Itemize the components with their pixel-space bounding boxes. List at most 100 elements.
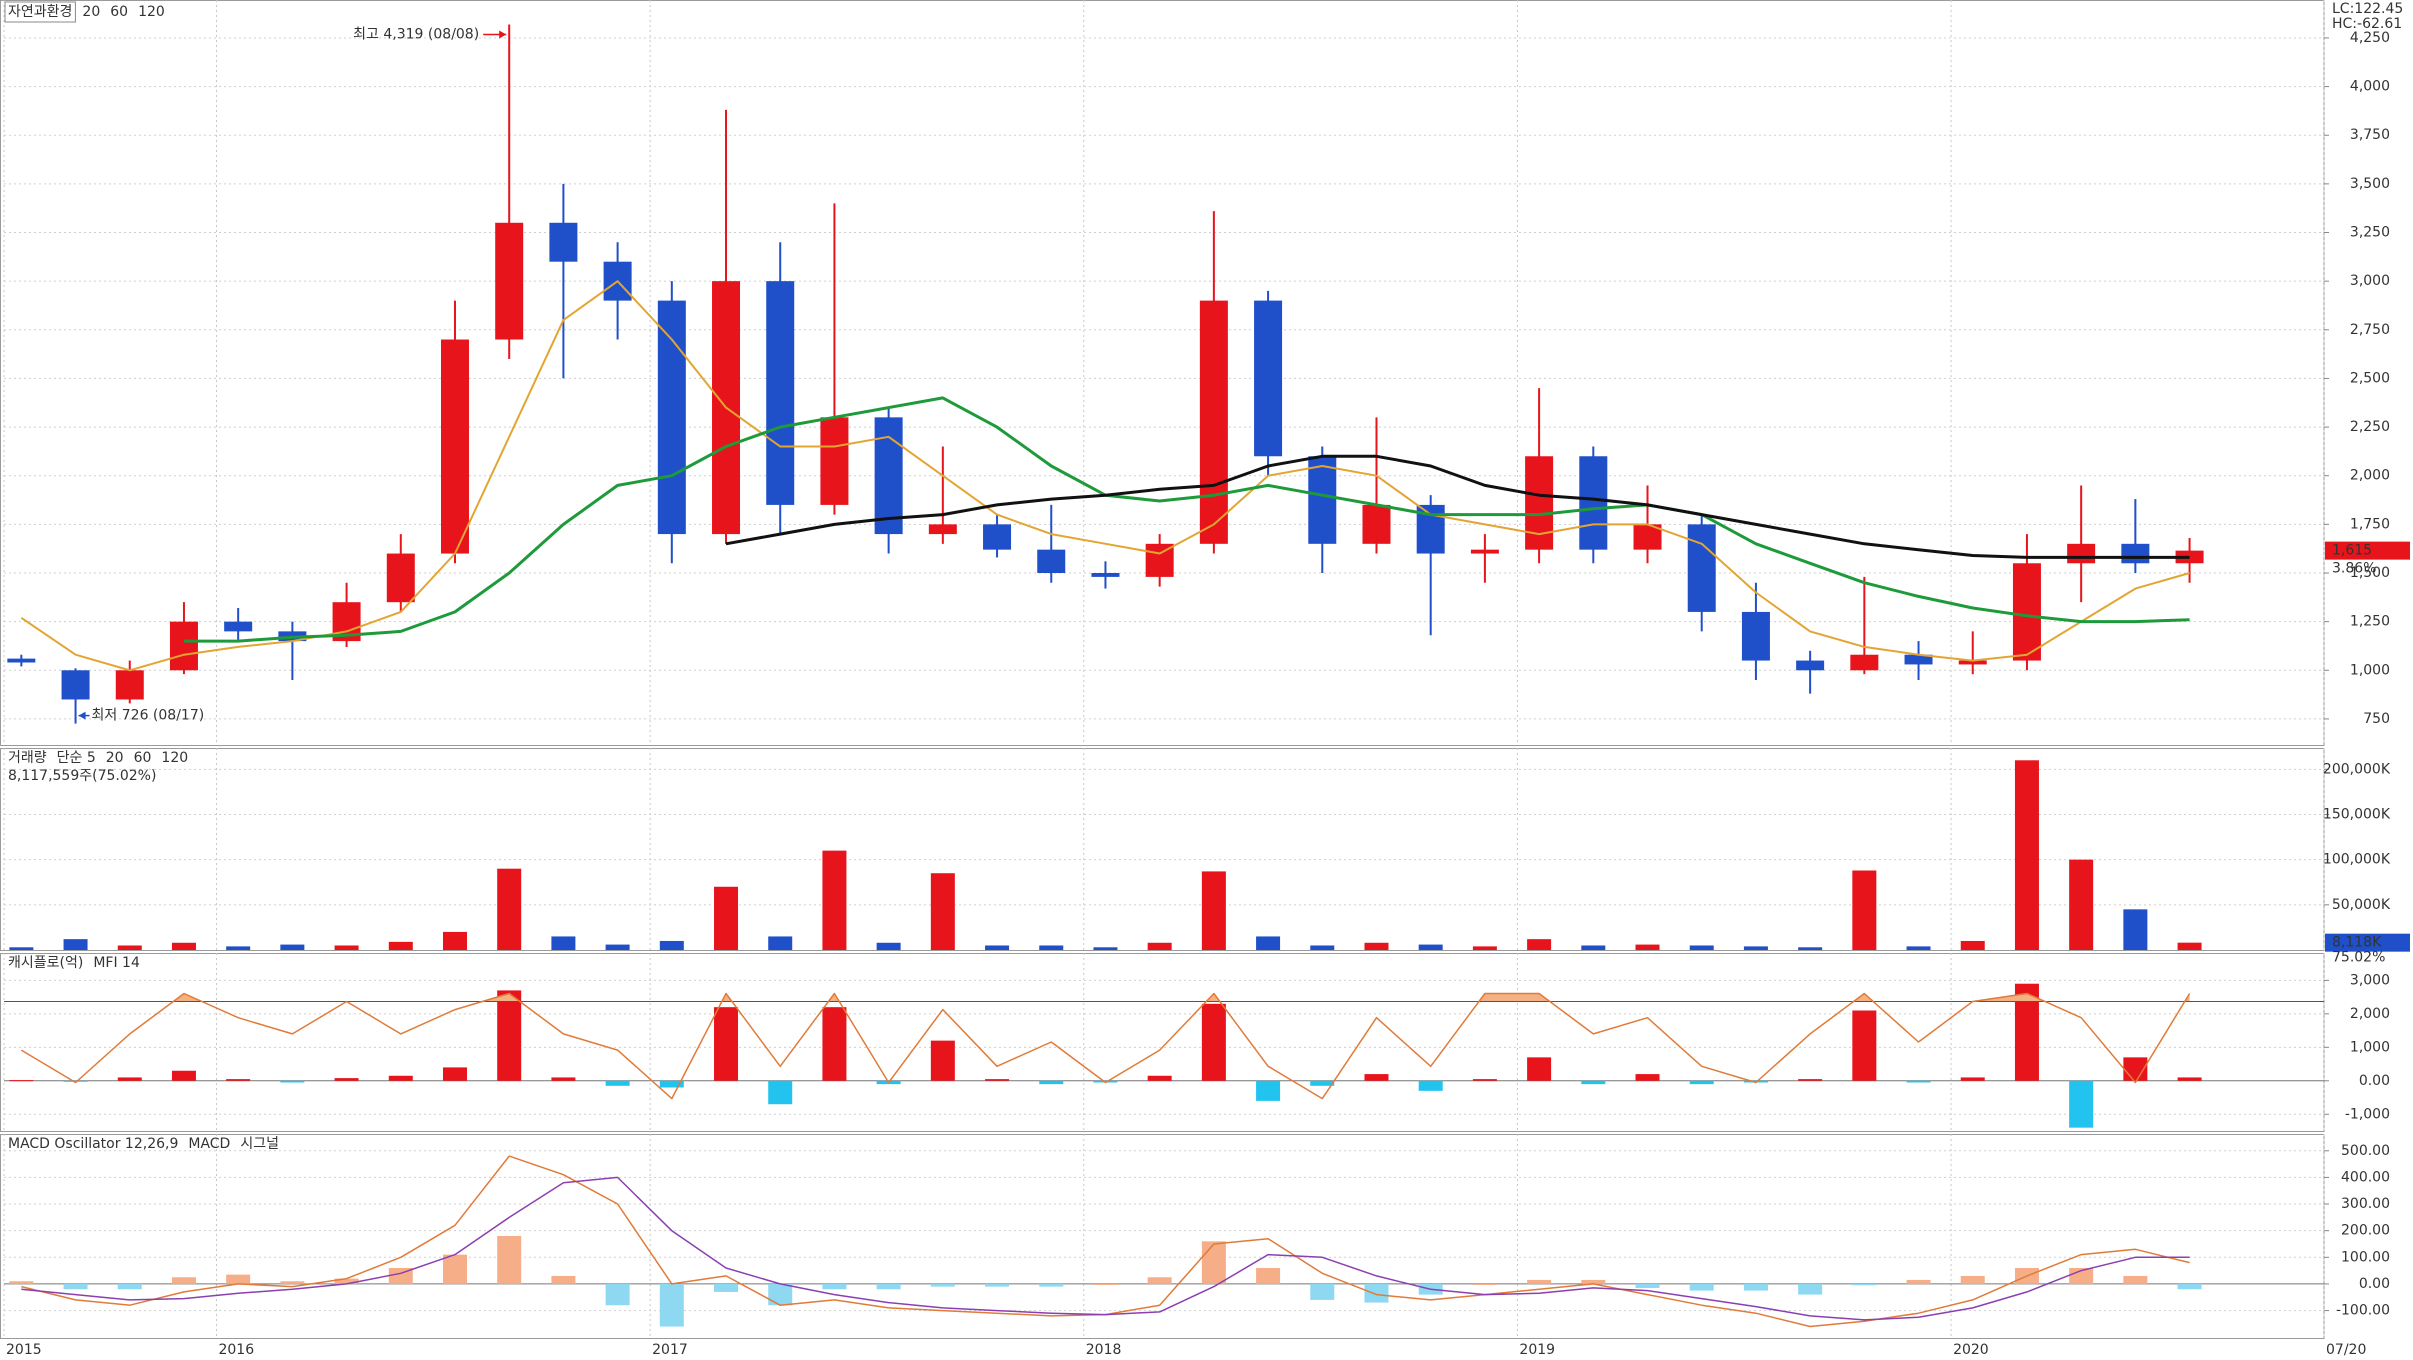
oscillator-bar [1798,1283,1823,1295]
oscillator-bar [1039,1080,1064,1085]
volume-bar [1039,945,1064,950]
oscillator-bar [768,1080,793,1105]
arrow-head [78,711,86,720]
oscillator-bar [226,1079,251,1081]
oscillator-bar [1472,1079,1497,1081]
volume-bar [1743,946,1768,950]
y-tick-label: 3,000 [2350,972,2390,988]
corner-label: LC:122.45 [2332,1,2403,17]
candle-body [1199,300,1228,544]
candle-body [1850,654,1879,671]
indicator-line [21,1176,2190,1321]
oscillator-bar [171,1277,196,1284]
oscillator-bar [63,1283,88,1290]
x-tick-label: 2015 [6,1342,42,1358]
y-tick-label: 150,000K [2323,806,2391,822]
y-tick-label: 500.00 [2341,1143,2390,1159]
volume-bar [1256,936,1281,950]
y-tick-label: 3,000 [2350,273,2390,289]
volume-bar [2123,909,2148,950]
oscillator-bar [659,1283,684,1327]
oscillator-bar [551,1275,576,1284]
x-tick-label: 2017 [652,1342,688,1358]
candle-body [115,670,144,700]
x-tick-label: 2019 [1519,1342,1555,1358]
volume-bar [334,945,359,950]
volume-bar [388,941,413,950]
candle-body [2121,543,2150,564]
y-tick-label: 2,750 [2350,322,2390,338]
y-tick-label: 4,250 [2350,30,2390,46]
y-tick-label: 1,000 [2350,662,2390,678]
candle-body [1254,300,1283,457]
volume-bar [2069,859,2094,950]
oscillator-bar [1093,1283,1118,1285]
oscillator-bar [1418,1080,1443,1091]
candle-body [61,670,90,700]
y-tick-label: 0.00 [2359,1276,2390,1292]
oscillator-bar [226,1274,251,1284]
candle-body [440,339,469,554]
candle-body [1308,456,1337,544]
oscillator-bar [497,1236,522,1284]
volume-bar [714,886,739,950]
volume-bar [63,939,88,950]
oscillator-bar [442,1067,467,1081]
volume-bar [985,945,1010,950]
oscillator-bar [1527,1279,1552,1284]
oscillator-bar [1201,1003,1226,1081]
candle-body [2012,563,2041,661]
y-tick-label: 300.00 [2341,1196,2390,1212]
volume-bar [822,850,847,950]
y-tick-label: 3,250 [2350,225,2390,241]
y-tick-label: 3,750 [2350,127,2390,143]
legend-label: MACD Oscillator 12,26,9 [8,1136,178,1152]
volume-bar [1093,947,1118,950]
candle-body [1525,456,1554,550]
corner-label: HC:-62.61 [2332,16,2402,32]
x-tick-label: 2016 [218,1342,254,1358]
oscillator-bar [1798,1079,1823,1081]
volume-bar [876,942,901,950]
annotation: 최저 726 (08/17) [92,708,205,724]
candle-body [1362,504,1391,544]
oscillator-bar [768,1283,793,1306]
oscillator-bar [930,1283,955,1287]
oscillator-bar [334,1278,359,1284]
volume-bar [1635,944,1660,950]
overbought-fill [173,993,2190,1002]
volume-bar [442,931,467,950]
oscillator-bar [822,1007,847,1081]
y-tick-label: 400.00 [2341,1169,2390,1185]
volume-bar [1201,871,1226,950]
legend-label: MACD [188,1136,230,1152]
last-price-box [2325,541,2410,560]
volume-bar [551,936,576,950]
oscillator-bar [659,1080,684,1088]
volume-bar [1689,945,1714,950]
legend-label: MFI 14 [93,955,140,971]
moving-average-line [725,454,2190,559]
candle-body [1904,654,1933,665]
y-tick-label: 0.00 [2359,1073,2390,1089]
last-price-label: 1,615 [2332,543,2372,559]
y-tick-label: 2,250 [2350,419,2390,435]
x-tick-label: 07/20 [2326,1342,2366,1358]
oscillator-bar [714,1007,739,1081]
y-tick-label: 1,250 [2350,614,2390,630]
y-tick-label: 200,000K [2323,761,2391,777]
candle-body [1958,660,1987,665]
moving-average-line [20,280,2190,672]
y-tick-label: 2,000 [2350,1006,2390,1022]
x-tick-label: 2018 [1086,1342,1122,1358]
volume-bar [497,868,522,950]
oscillator-bar [1906,1279,1931,1284]
candle-body [1037,549,1066,574]
oscillator-bar [63,1080,88,1082]
volume-bar [605,944,630,950]
candle-body [495,222,524,340]
legend-label: 자연과환경 [8,4,72,20]
oscillator-bar [1256,1080,1281,1101]
